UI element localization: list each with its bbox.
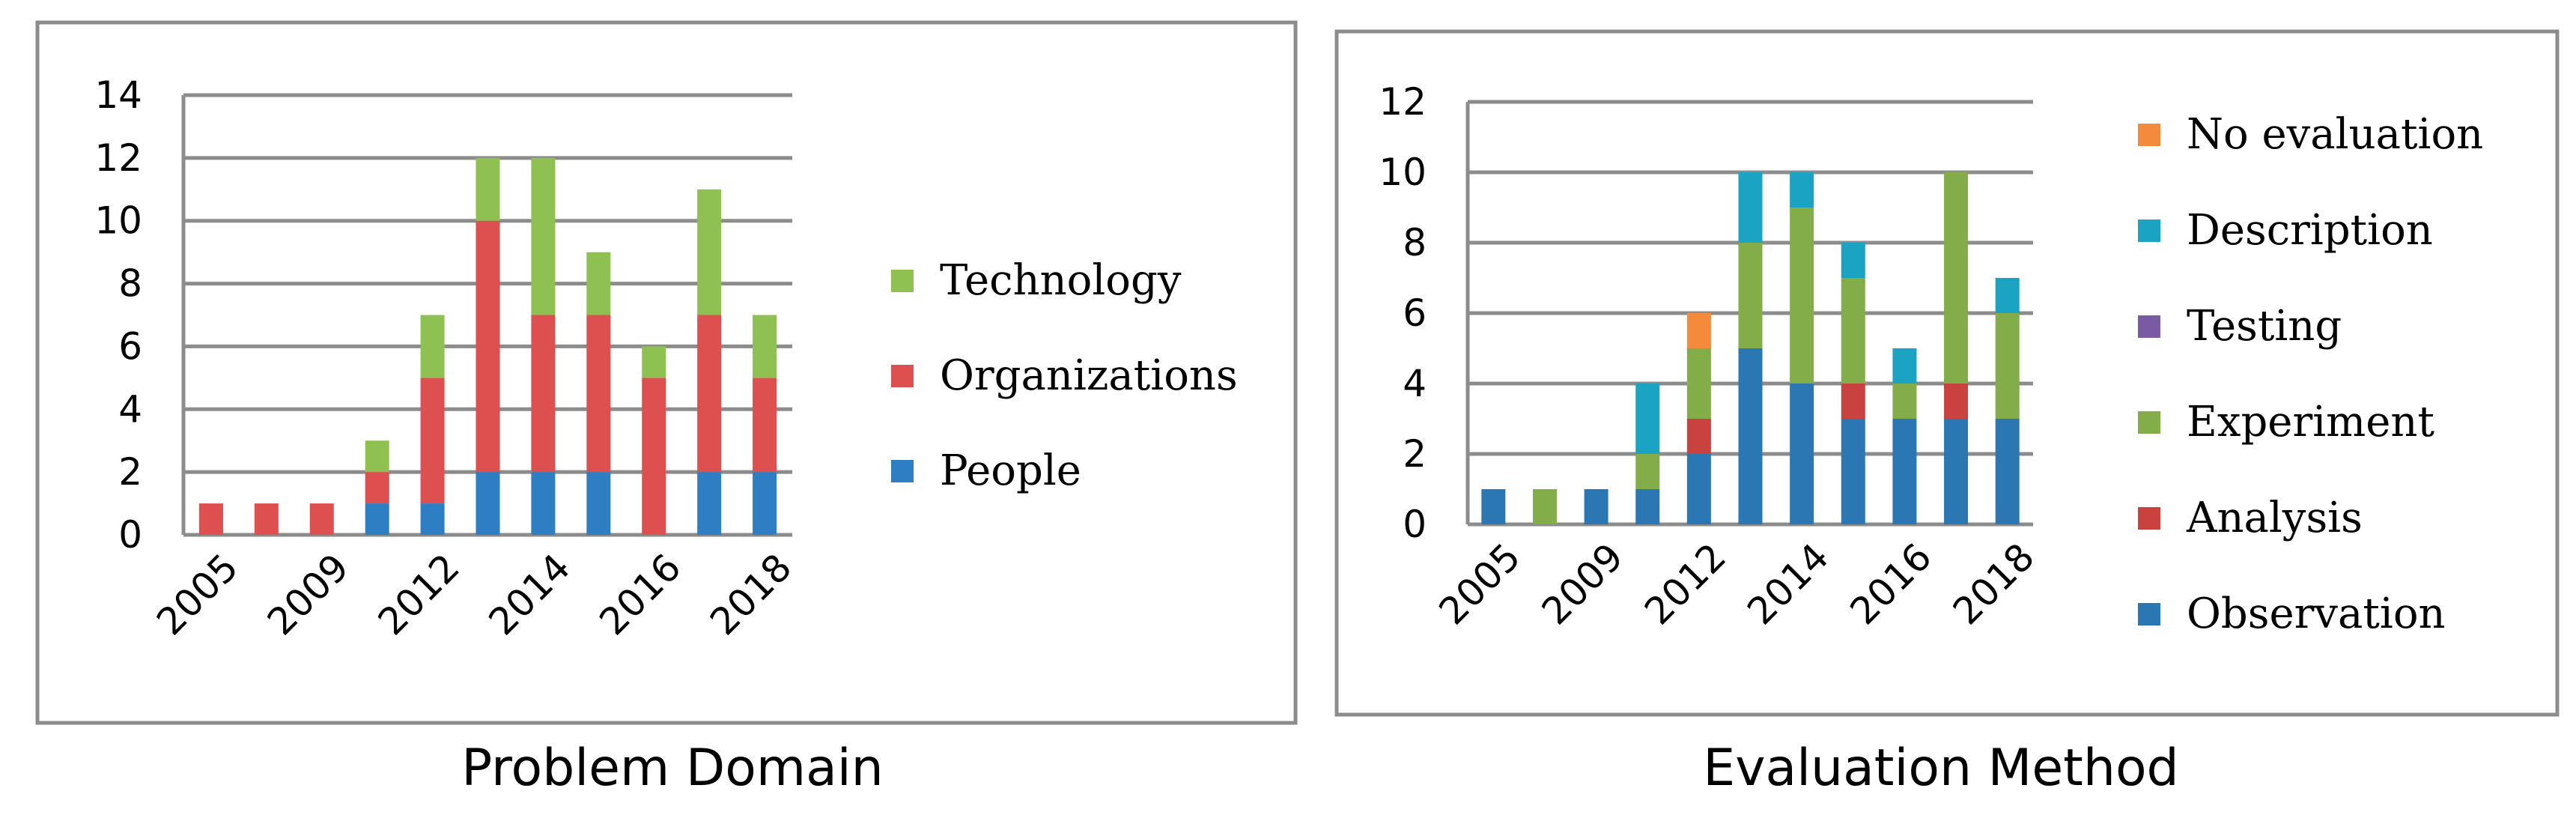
bar-experiment-2008 <box>1532 489 1557 524</box>
bar-observation-2015 <box>1841 419 1865 524</box>
y-tick-label: 12 <box>94 136 142 180</box>
y-tick-label: 2 <box>1403 432 1427 476</box>
legend-swatch-people <box>891 460 914 482</box>
bar-observation-2014 <box>1790 384 1814 524</box>
legend-swatch-no-evaluation <box>2138 124 2160 146</box>
bar-organizations-2011 <box>365 472 389 504</box>
bar-description-2018 <box>1995 278 2020 313</box>
bar-organizations-2005 <box>198 503 223 535</box>
bar-people-2014 <box>531 472 556 535</box>
bar-experiment-2011 <box>1635 454 1660 489</box>
bar-organizations-2014 <box>531 315 556 473</box>
bar-experiment-2012 <box>1686 348 1711 419</box>
bar-experiment-2018 <box>1995 313 2020 419</box>
bar-people-2015 <box>586 472 611 535</box>
bar-description-2011 <box>1635 384 1660 454</box>
bar-organizations-2017 <box>697 315 722 473</box>
chart-frame <box>35 20 1298 725</box>
bar-people-2013 <box>476 472 500 535</box>
legend-label-description: Description <box>2187 206 2433 255</box>
bar-technology-2015 <box>586 252 611 315</box>
y-tick-label: 6 <box>118 324 142 368</box>
bar-observation-2009 <box>1584 489 1609 524</box>
bar-experiment-2013 <box>1738 243 1763 348</box>
bar-observation-2017 <box>1944 419 1969 524</box>
y-tick-label: 6 <box>1403 291 1427 335</box>
legend-swatch-analysis <box>2138 507 2160 530</box>
bar-observation-2013 <box>1738 348 1763 524</box>
bar-people-2017 <box>697 472 722 535</box>
bar-description-2014 <box>1790 172 1814 207</box>
bar-experiment-2016 <box>1892 384 1917 419</box>
bar-description-2016 <box>1892 348 1917 384</box>
y-tick-label: 0 <box>1403 503 1427 546</box>
legend-swatch-organizations <box>891 365 914 387</box>
bar-technology-2018 <box>753 315 777 378</box>
chart-title: Problem Domain <box>461 739 884 798</box>
bar-description-2013 <box>1738 172 1763 243</box>
legend-label-analysis: Analysis <box>2186 494 2363 542</box>
bar-organizations-2012 <box>420 378 445 504</box>
legend-label-experiment: Experiment <box>2187 398 2434 446</box>
legend-swatch-testing <box>2138 315 2160 338</box>
bar-observation-2011 <box>1635 489 1660 524</box>
legend-swatch-observation <box>2138 603 2160 625</box>
y-tick-label: 10 <box>94 199 142 243</box>
legend-label-no-evaluation: No evaluation <box>2187 110 2483 159</box>
bar-analysis-2017 <box>1944 384 1969 419</box>
bar-technology-2013 <box>476 157 500 221</box>
bar-technology-2011 <box>365 440 389 473</box>
bar-technology-2012 <box>420 315 445 378</box>
bar-description-2015 <box>1841 243 1865 278</box>
bar-technology-2014 <box>531 157 556 315</box>
bar-organizations-2013 <box>476 220 500 473</box>
bar-experiment-2015 <box>1841 278 1865 384</box>
chart-title: Evaluation Method <box>1703 739 2178 798</box>
bar-observation-2016 <box>1892 419 1917 524</box>
legend-swatch-description <box>2138 219 2160 242</box>
bar-people-2012 <box>420 503 445 535</box>
bar-observation-2012 <box>1686 454 1711 524</box>
legend-label-organizations: Organizations <box>940 351 1238 400</box>
bar-observation-2005 <box>1481 489 1506 524</box>
bar-people-2018 <box>753 472 777 535</box>
legend-label-observation: Observation <box>2187 590 2446 638</box>
y-tick-label: 2 <box>118 450 142 494</box>
bar-people-2011 <box>365 503 389 535</box>
y-tick-label: 10 <box>1379 151 1427 194</box>
bar-organizations-2015 <box>586 315 611 473</box>
y-tick-label: 0 <box>118 513 142 557</box>
legend-swatch-experiment <box>2138 411 2160 434</box>
y-tick-label: 4 <box>118 387 142 431</box>
legend-label-technology: Technology <box>940 256 1182 305</box>
bar-technology-2016 <box>642 346 666 378</box>
y-tick-label: 14 <box>94 73 142 117</box>
bar-technology-2017 <box>697 189 722 315</box>
legend-swatch-technology <box>891 270 914 292</box>
bar-analysis-2012 <box>1686 419 1711 454</box>
legend-label-people: People <box>940 446 1081 495</box>
bar-experiment-2014 <box>1790 207 1814 384</box>
y-tick-label: 12 <box>1379 80 1427 124</box>
bar-experiment-2017 <box>1944 172 1969 384</box>
y-tick-label: 4 <box>1403 362 1427 405</box>
bar-observation-2018 <box>1995 419 2020 524</box>
bar-no-evaluation-2012 <box>1686 313 1711 348</box>
bar-organizations-2018 <box>753 378 777 473</box>
y-tick-label: 8 <box>118 262 142 306</box>
bar-organizations-2008 <box>254 503 279 535</box>
bar-organizations-2016 <box>642 378 666 535</box>
bar-analysis-2015 <box>1841 384 1865 419</box>
legend-label-testing: Testing <box>2187 302 2342 351</box>
bar-organizations-2009 <box>309 503 334 535</box>
y-tick-label: 8 <box>1403 221 1427 264</box>
